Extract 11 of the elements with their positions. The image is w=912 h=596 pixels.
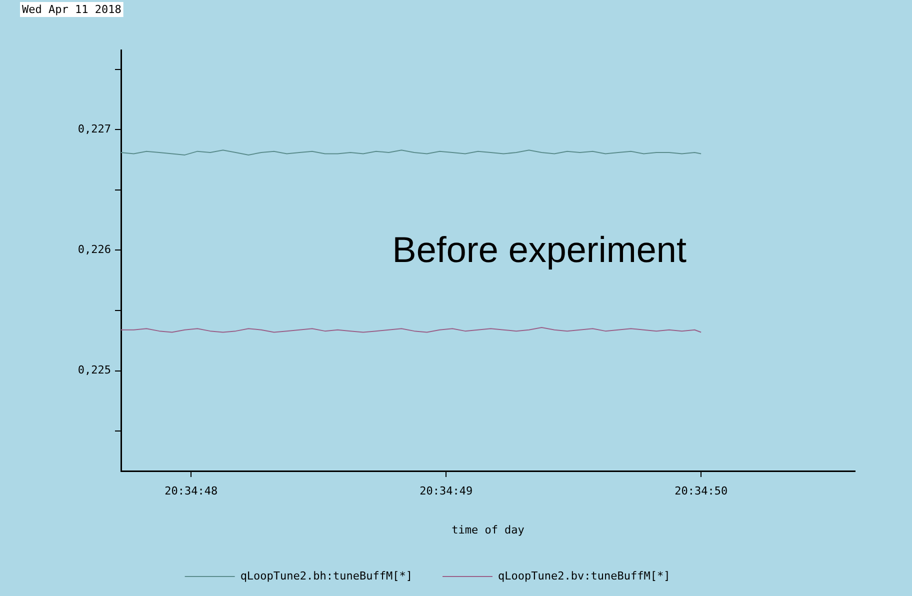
y-tick-label: 0,226	[78, 243, 111, 256]
x-tick-label: 20:34:49	[420, 484, 473, 498]
x-tick-label: 20:34:50	[674, 484, 728, 498]
chart-title: Wed Apr 11 2018	[22, 2, 122, 16]
legend-label: qLoopTune2.bv:tuneBuffM[*]	[498, 569, 670, 582]
legend-label: qLoopTune2.bh:tuneBuffM[*]	[240, 569, 412, 582]
y-tick-label: 0,225	[78, 364, 111, 377]
x-axis-title: time of day	[452, 523, 525, 536]
y-tick-label: 0,227	[78, 122, 111, 136]
x-tick-label: 20:34:48	[164, 484, 218, 498]
annotation: Before experiment	[392, 229, 686, 270]
